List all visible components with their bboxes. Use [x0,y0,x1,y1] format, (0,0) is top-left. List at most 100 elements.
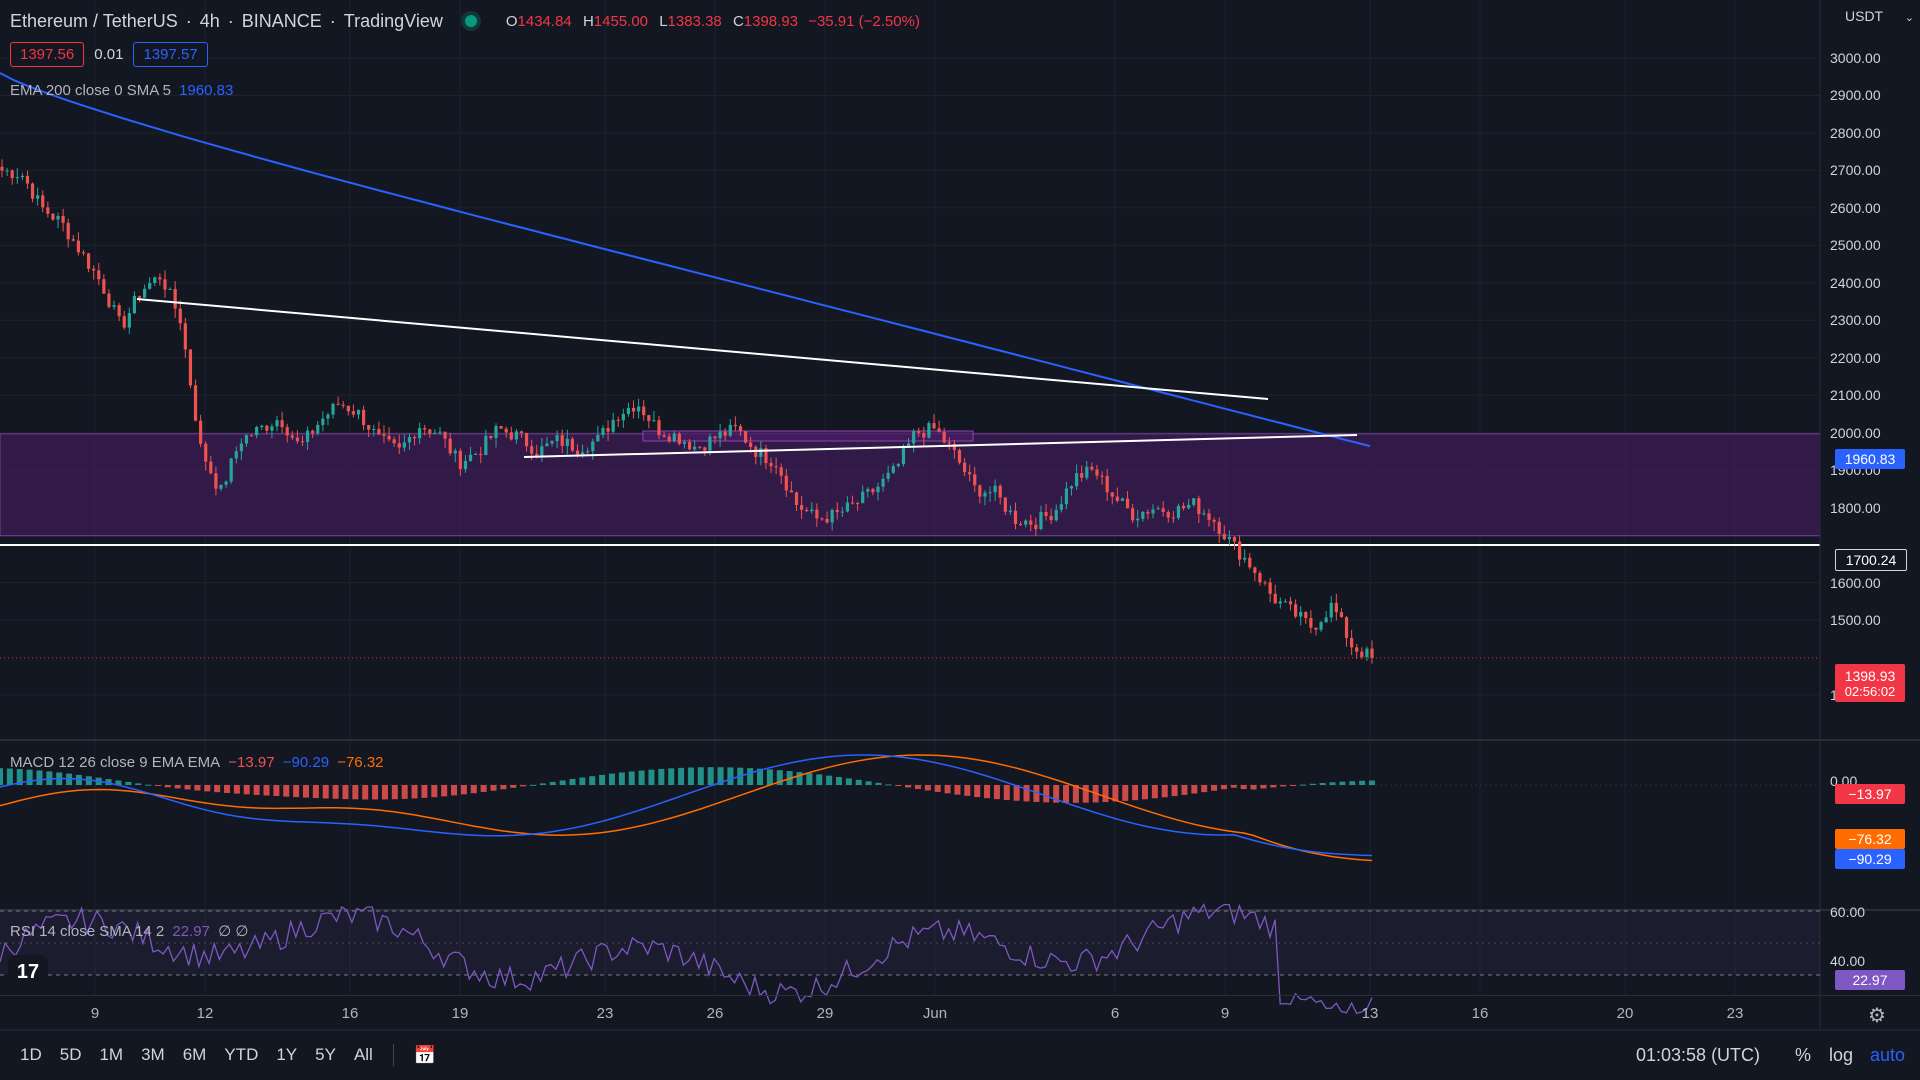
candle-body [458,450,462,470]
timeframe-button-all[interactable]: All [353,1045,373,1064]
rsi-legend[interactable]: RSI 14 close SMA 14 2 22.97 ∅ ∅ [10,922,252,940]
buy-price-button[interactable]: 1397.57 [133,41,208,67]
candle-body [1018,524,1023,526]
candle-body [402,442,406,448]
candle-body [76,240,80,253]
macd-histogram-bar [1290,785,1297,786]
candle-body [463,460,468,470]
candle-body [1171,517,1175,519]
market-status-icon[interactable] [464,15,477,27]
sell-price-button[interactable]: 1397.56 [10,41,85,67]
candle-body [423,428,427,430]
currency-selector[interactable]: USDT ⌄ [1845,8,1914,24]
candle-body [168,288,172,290]
macd-histogram-bar [233,785,240,794]
timeframe-button-5y[interactable]: 5Y [315,1045,336,1064]
macd-signal-value: −76.32 [337,754,384,771]
macd-histogram-bar [500,785,507,790]
macd-histogram-bar [1003,785,1010,801]
candle-body [1222,533,1226,540]
candle-body [367,425,371,430]
candle-body [1299,612,1303,617]
macd-histogram-bar [1122,785,1129,801]
macd-histogram-bar [727,767,734,785]
candle-body [453,450,457,454]
macd-histogram-bar [747,768,754,785]
macd-histogram-bar [1053,785,1060,803]
auto-toggle[interactable]: auto [1870,1045,1906,1065]
settings-gear-icon[interactable]: ⚙ [1868,1005,1886,1027]
timeframe-button-1d[interactable]: 1D [20,1045,42,1064]
candle-body [66,222,70,240]
candle-body [1278,601,1282,604]
high-value: 1455.00 [593,12,649,30]
utc-clock[interactable]: 01:03:58 (UTC) [1636,1045,1761,1065]
macd-signal-line [0,754,1373,862]
candle-body [667,436,671,441]
macd-histogram-bar [1230,785,1237,788]
candle-body [891,466,895,473]
bar-countdown: 02:56:02 [1844,683,1896,699]
symbol-name[interactable]: Ethereum / TetherUS [10,10,178,31]
candle-body [443,431,447,439]
symbol-header[interactable]: Ethereum / TetherUS · 4h · BINANCE · Tra… [10,10,920,31]
candle-body [1131,508,1135,521]
candle-body [1080,473,1084,478]
candle-body [249,435,254,437]
timeframe-button-1y[interactable]: 1Y [276,1045,298,1064]
candle-body [199,420,203,444]
macd-legend[interactable]: MACD 12 26 close 9 EMA EMA −13.97 −90.29… [10,754,388,771]
candle-body [906,443,911,448]
support-price-tag: 1700.24 [1835,549,1907,571]
rsi-value-tag: 22.97 [1835,970,1905,990]
candle-body [545,443,549,447]
rsi-upper-label: 60.00 [1830,904,1866,920]
timeframe-button-ytd[interactable]: YTD [224,1045,259,1064]
macd-histogram-bar [875,782,882,785]
candle-body [718,431,722,439]
candle-body [341,404,345,406]
candle-body [183,323,187,350]
candle-body [983,492,987,497]
macd-histogram-bar [826,775,833,785]
ohlc-values: O1434.84 H1455.00 L1383.38 C1398.93 −35.… [505,12,920,30]
rsi-label: RSI 14 close SMA 14 2 [10,923,165,940]
candle-body [743,431,748,443]
candle-body [799,505,804,510]
candle-body [693,446,697,450]
candle-body [25,175,30,184]
macd-histogram-bar [312,785,319,799]
percent-toggle[interactable]: % [1795,1045,1812,1065]
ema-legend[interactable]: EMA 200 close 0 SMA 5 1960.83 [10,82,237,99]
candle-body [193,385,198,421]
macd-histogram-bar [263,785,270,796]
candle-body [255,427,259,436]
macd-histogram-bar [480,785,487,792]
candle-body [738,426,743,432]
candle-body [382,434,386,436]
last-price-tag: 1398.93 02:56:02 [1835,664,1905,702]
macd-histogram-bar [46,771,53,785]
candle-body [331,403,335,415]
macd-histogram-bar [855,779,862,785]
candle-body [672,433,676,441]
timeframe-button-5d[interactable]: 5D [59,1045,82,1064]
candle-body [1197,498,1201,515]
candle-body [1166,511,1170,518]
tradingview-logo-icon[interactable]: 17 [8,955,48,989]
timeframe-button-6m[interactable]: 6M [182,1045,207,1064]
interval-label[interactable]: 4h [199,10,220,31]
calendar-range-icon[interactable]: 📅 [413,1044,437,1065]
candle-body [1064,488,1069,505]
candle-body [239,443,243,452]
timeframe-button-1m[interactable]: 1M [99,1045,124,1064]
macd-histogram-bar [954,785,961,795]
candle-body [1029,520,1033,525]
upper-trendline [136,298,1269,400]
exchange-label: BINANCE [241,10,322,31]
timeframe-button-3m[interactable]: 3M [141,1045,165,1064]
log-toggle[interactable]: log [1829,1045,1854,1065]
candle-body [957,450,962,463]
candle-body [102,279,106,294]
